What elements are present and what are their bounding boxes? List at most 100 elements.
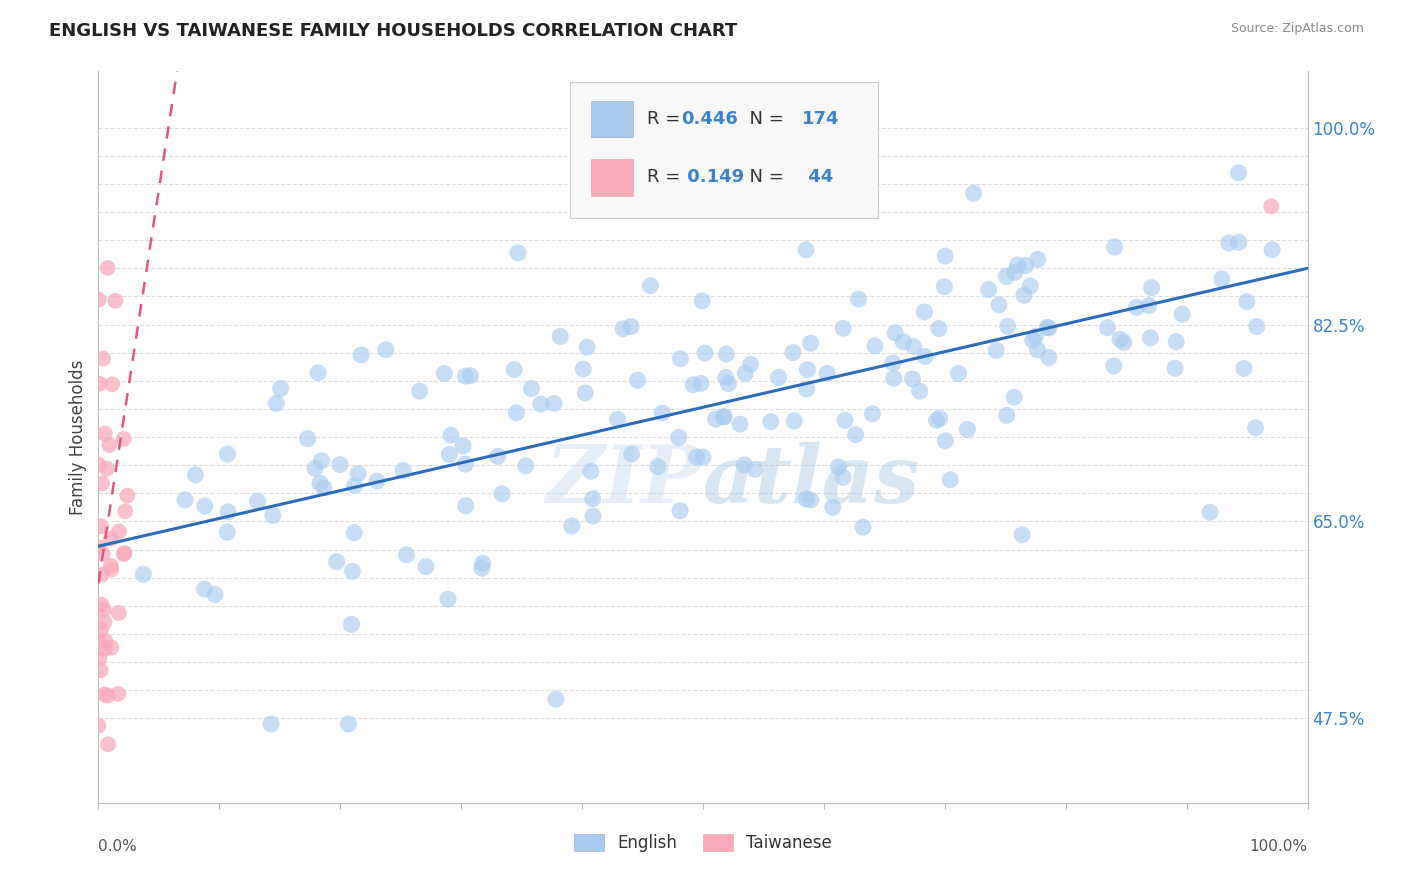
Point (515, 458, 537, 473)
Text: 100.0%: 100.0% (1250, 839, 1308, 855)
Point (204, 587, 226, 601)
Point (903, 339, 925, 353)
Point (486, 450, 509, 464)
Point (782, 345, 804, 359)
Point (217, 505, 239, 519)
Point (693, 346, 716, 360)
Text: Source: ZipAtlas.com: Source: ZipAtlas.com (1230, 22, 1364, 36)
Point (1038, 321, 1060, 335)
Point (914, 350, 936, 364)
Point (883, 371, 905, 385)
Point (939, 473, 962, 487)
Point (454, 457, 477, 471)
Point (768, 370, 790, 384)
Point (87, 634, 110, 648)
Text: N =: N = (738, 169, 790, 186)
Point (612, 322, 634, 336)
Point (543, 396, 565, 410)
Point (995, 409, 1018, 423)
Point (690, 293, 713, 308)
Point (759, 415, 782, 429)
Point (260, 717, 283, 731)
Text: 44: 44 (803, 169, 834, 186)
Point (669, 351, 692, 366)
Point (87, 541, 110, 555)
Point (1022, 333, 1045, 347)
Point (794, 243, 817, 257)
Point (174, 492, 197, 507)
Point (1109, 333, 1132, 347)
Point (796, 382, 818, 396)
Point (1038, 351, 1060, 365)
Point (342, 564, 364, 578)
Point (1139, 331, 1161, 345)
Point (1244, 421, 1267, 435)
Point (135, 822, 157, 837)
Point (1097, 321, 1119, 335)
Point (471, 556, 494, 570)
Point (1011, 527, 1033, 541)
Point (1227, 235, 1250, 250)
Point (744, 462, 766, 476)
Point (576, 340, 599, 354)
Point (108, 524, 131, 539)
Point (988, 298, 1011, 312)
Point (934, 434, 956, 448)
Point (845, 427, 868, 442)
Point (1246, 319, 1268, 334)
Point (415, 559, 437, 574)
Point (90, 519, 112, 533)
Point (716, 347, 738, 361)
Point (451, 439, 474, 453)
Point (194, 499, 217, 513)
Point (312, 481, 335, 495)
Point (454, 499, 477, 513)
Point (508, 245, 530, 260)
Point (91, 351, 114, 366)
Point (262, 508, 284, 523)
Text: R =: R = (647, 110, 686, 128)
Point (90, 567, 112, 582)
Point (669, 504, 692, 518)
Point (651, 406, 673, 420)
Point (862, 407, 884, 421)
Point (471, 561, 494, 575)
Point (832, 470, 855, 484)
Point (93, 642, 115, 657)
Point (986, 343, 1008, 358)
Point (1026, 343, 1049, 357)
Point (713, 410, 735, 425)
Point (891, 334, 914, 349)
Point (579, 464, 602, 478)
Point (112, 547, 135, 561)
Point (104, 293, 127, 308)
Point (101, 377, 124, 392)
Point (343, 525, 366, 540)
Point (794, 491, 817, 506)
Point (100, 640, 122, 655)
Point (107, 687, 129, 701)
Point (93, 615, 115, 630)
Point (1137, 298, 1160, 312)
Point (395, 548, 418, 562)
Bar (591, 159, 633, 195)
Point (97, 689, 120, 703)
Point (815, 367, 838, 381)
Point (96, 461, 118, 475)
Point (832, 321, 855, 335)
Point (114, 504, 136, 518)
Point (90, 598, 112, 612)
Point (717, 376, 740, 391)
Point (1026, 252, 1049, 267)
Text: ENGLISH VS TAIWANESE FAMILY HOUSEHOLDS CORRELATION CHART: ENGLISH VS TAIWANESE FAMILY HOUSEHOLDS C… (49, 22, 738, 40)
Point (270, 381, 292, 395)
Point (728, 417, 751, 431)
Point (433, 367, 456, 381)
Point (1007, 258, 1029, 272)
Point (995, 269, 1018, 284)
Point (1019, 278, 1042, 293)
Point (184, 467, 207, 482)
Point (340, 617, 363, 632)
Point (350, 348, 373, 362)
Point (647, 459, 669, 474)
